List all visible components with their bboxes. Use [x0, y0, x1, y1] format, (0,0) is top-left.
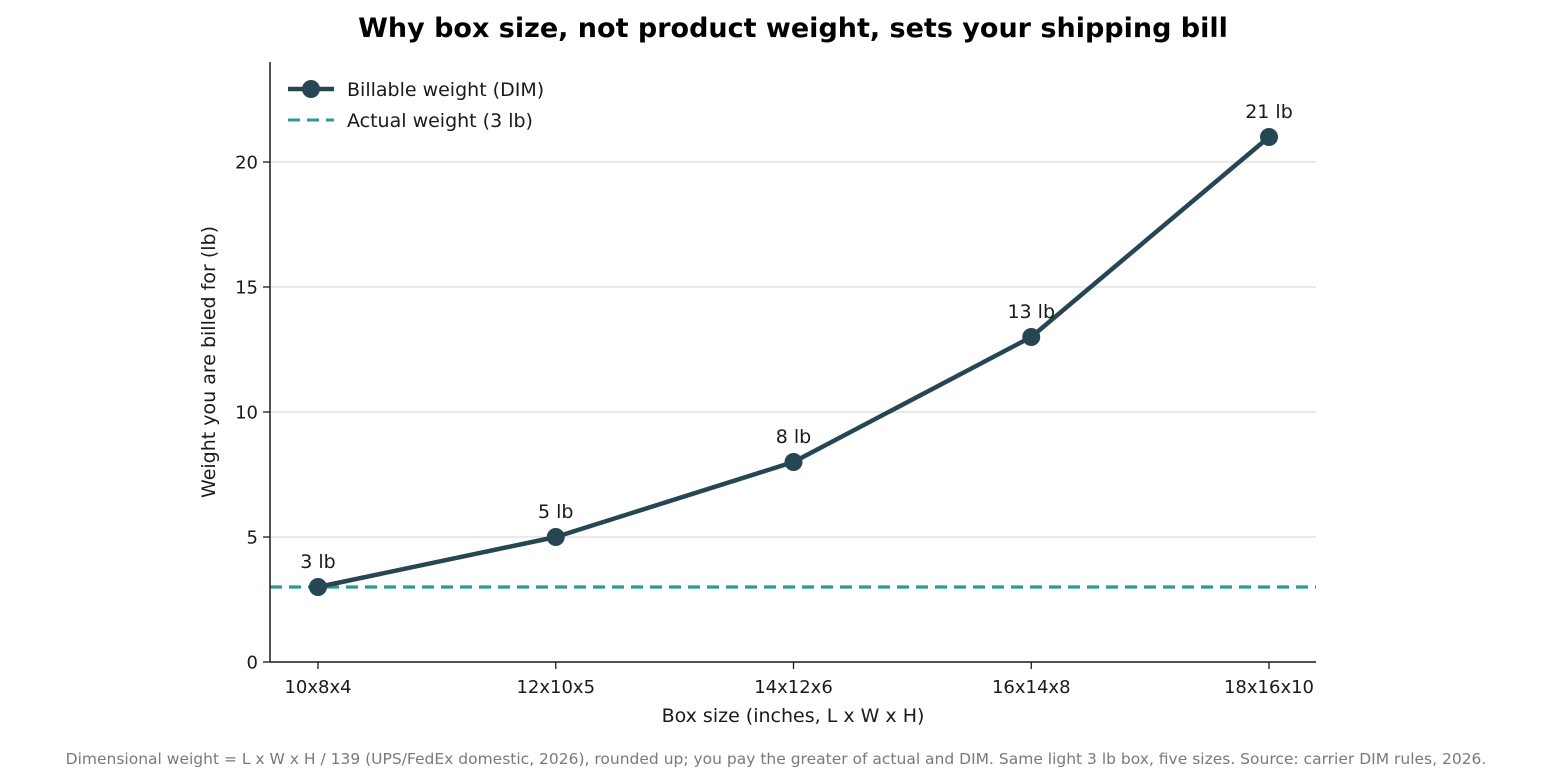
y-tick-label-1: 5	[247, 528, 258, 549]
series-group: 3 lb 5 lb 8 lb 13 lb 21 lb	[300, 101, 1293, 596]
y-tick-label-4: 20	[235, 153, 258, 174]
axes	[263, 62, 1316, 669]
legend-label-dim: Billable weight (DIM)	[347, 79, 544, 101]
data-label-2: 8 lb	[776, 426, 811, 448]
data-point-2	[784, 453, 803, 471]
data-label-4: 21 lb	[1245, 101, 1293, 123]
y-tick-label-3: 15	[235, 278, 258, 299]
legend-swatch-dim-marker	[302, 80, 320, 98]
data-point-3	[1022, 328, 1041, 346]
gridlines	[270, 161, 1316, 538]
y-tick-label-2: 10	[235, 403, 258, 424]
y-tick-label-0: 0	[247, 653, 258, 674]
x-axis-label: Box size (inches, L x W x H)	[662, 705, 925, 727]
chart-caption: Dimensional weight = L x W x H / 139 (UP…	[66, 750, 1487, 768]
legend: Billable weight (DIM) Actual weight (3 l…	[288, 79, 544, 132]
tick-labels: 0 5 10 15 20 10x8x4 12x10x5 14x12x6 16x14x8 18x16…	[235, 153, 1314, 699]
data-point-1	[546, 528, 565, 546]
x-tick-label-2: 14x12x6	[754, 677, 833, 698]
legend-label-actual: Actual weight (3 lb)	[347, 110, 533, 132]
x-tick-label-4: 18x16x10	[1224, 677, 1314, 698]
x-tick-label-0: 10x8x4	[284, 677, 351, 698]
series-line-0	[317, 135, 1271, 590]
data-point-4	[1260, 128, 1278, 146]
x-tick-label-1: 12x10x5	[516, 677, 595, 698]
data-label-0: 3 lb	[300, 551, 335, 573]
x-tick-label-3: 16x14x8	[992, 677, 1071, 698]
y-axis-label: Weight you are billed for (lb)	[198, 226, 220, 498]
data-label-3: 13 lb	[1007, 301, 1055, 323]
chart-title: Why box size, not product weight, sets y…	[358, 13, 1228, 44]
data-label-1: 5 lb	[538, 501, 573, 523]
data-point-0	[309, 578, 327, 596]
